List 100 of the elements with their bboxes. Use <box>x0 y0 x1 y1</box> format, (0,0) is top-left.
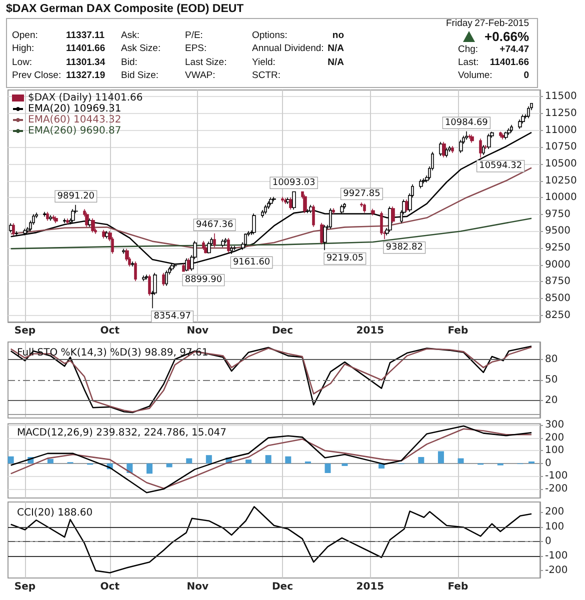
y-tick-label: 100 <box>545 445 564 456</box>
candlestick <box>459 139 463 154</box>
annotation: 9927.85 <box>343 188 380 199</box>
text: SCTR: <box>252 70 280 81</box>
y-tick-label: 11000 <box>545 124 577 136</box>
candlestick <box>281 196 284 202</box>
candlestick <box>479 138 482 158</box>
text: Ask Size: <box>121 43 161 54</box>
text: $DAX German DAX Composite (EOD) DEUT <box>6 3 244 15</box>
x-tick-label: Dec <box>272 582 294 592</box>
y-tick-label: 8500 <box>545 292 570 304</box>
candlestick <box>371 208 375 216</box>
x-tick-label: 2015 <box>356 582 384 592</box>
annotation: 8899.90 <box>184 275 222 286</box>
y-tick-label: 20 <box>545 395 558 406</box>
bar <box>186 458 192 464</box>
bar <box>285 456 292 464</box>
legend-label: EMA(260) 9690.87 <box>28 126 122 136</box>
candlestick <box>202 240 205 250</box>
candlestick <box>71 208 75 223</box>
candlestick <box>244 233 247 247</box>
y-tick-label: -200 <box>545 565 568 576</box>
x-tick-label: Nov <box>186 582 209 592</box>
candlestick <box>391 206 395 224</box>
text: Options: <box>252 30 288 41</box>
y-tick-label: -200 <box>545 484 568 495</box>
candlestick <box>303 194 307 214</box>
bar <box>47 458 54 464</box>
text: 27-Feb-2015 <box>474 18 529 29</box>
x-tick-label: Feb <box>448 326 468 336</box>
y-tick-label: 50 <box>545 374 558 386</box>
bar <box>438 451 444 464</box>
x-tick-label: Dec <box>272 326 294 336</box>
candlestick <box>165 270 168 286</box>
candlestick <box>442 142 446 158</box>
candlestick <box>484 144 488 150</box>
candlestick <box>312 204 315 228</box>
y-tick-label: 200 <box>545 432 564 444</box>
text: Last Size: <box>185 57 227 68</box>
candlestick <box>340 204 344 214</box>
candlestick <box>487 133 491 150</box>
candlestick <box>445 147 448 158</box>
candlestick <box>292 190 296 210</box>
text: High: <box>12 43 34 54</box>
candlestick <box>329 208 332 230</box>
bar <box>265 455 272 464</box>
x-tick-label: Sep <box>14 326 36 336</box>
x-tick-label: Feb <box>448 582 468 592</box>
candlestick <box>23 228 27 236</box>
candlestick <box>221 238 225 248</box>
text: 11401.66 <box>66 43 106 54</box>
candlestick <box>227 238 230 254</box>
candlestick <box>501 133 505 140</box>
annotation: 9891.20 <box>57 191 95 202</box>
bar <box>458 458 464 464</box>
x-tick-label: Oct <box>100 326 120 336</box>
bar <box>324 463 331 474</box>
text: Bid Size: <box>121 70 158 81</box>
text: Last: <box>458 57 479 68</box>
candlestick <box>122 248 126 254</box>
y-tick-label: 0 <box>545 536 552 547</box>
candlestick <box>323 224 327 251</box>
text: Friday <box>446 18 472 29</box>
candlestick <box>213 233 216 248</box>
candlestick <box>52 214 55 221</box>
candlestick <box>504 131 508 140</box>
annotation: 10093.03 <box>272 178 316 188</box>
y-tick-label: 9000 <box>545 259 570 270</box>
text: +0.66% <box>484 29 529 44</box>
text: +74.47 <box>500 44 529 55</box>
x-tick-label: Nov <box>186 326 209 336</box>
candlestick <box>207 241 211 254</box>
bar <box>206 455 212 464</box>
text: no <box>332 30 344 41</box>
candlestick <box>468 134 471 140</box>
candlestick <box>134 261 137 282</box>
text: Chg: <box>458 44 478 55</box>
candlestick <box>419 178 423 189</box>
x-tick-label: Sep <box>14 582 36 592</box>
annotation: 9467.36 <box>196 220 234 230</box>
annotation: 9161.60 <box>232 257 270 268</box>
bar <box>342 463 348 466</box>
candlestick <box>286 197 290 204</box>
annotation: 10594.32 <box>479 161 522 172</box>
candlestick <box>142 275 146 282</box>
candlestick <box>309 204 313 214</box>
y-tick-label: 300 <box>545 420 564 430</box>
y-tick-label: 10500 <box>545 158 577 170</box>
y-tick-label: 100 <box>545 521 564 532</box>
y-tick-label: 11250 <box>545 108 577 120</box>
candlestick <box>230 246 233 254</box>
candlestick <box>332 208 335 214</box>
legend-label: EMA(20) 10969.31 <box>28 104 122 114</box>
candlestick <box>46 211 49 222</box>
y-tick-label: 9250 <box>545 242 570 254</box>
annotation: 10984.69 <box>444 118 488 128</box>
candlestick <box>306 208 310 214</box>
legend-label: EMA(60) 10443.32 <box>28 114 122 126</box>
text: P/E: <box>185 30 203 41</box>
text: EPS: <box>185 43 207 54</box>
